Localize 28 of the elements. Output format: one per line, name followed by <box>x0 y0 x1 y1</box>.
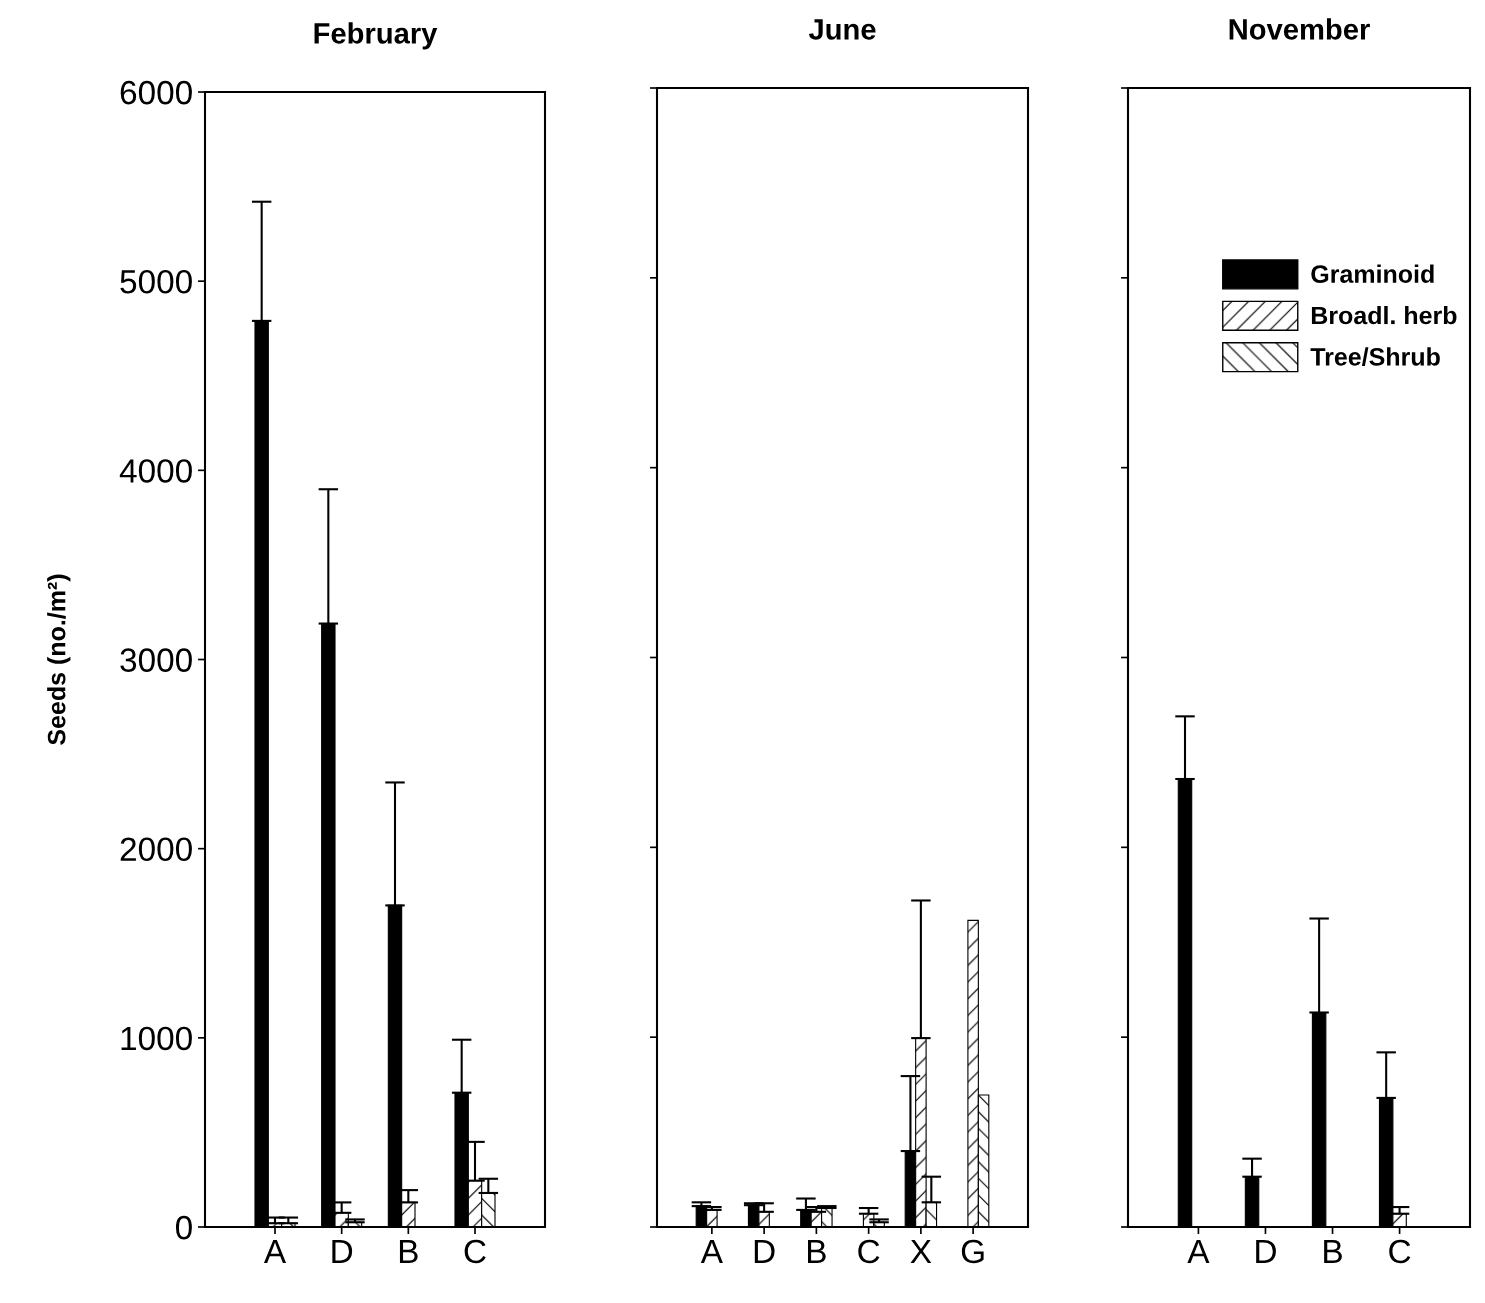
x-tick-label: C <box>464 1239 486 1264</box>
x-tick-label: B <box>807 1240 826 1263</box>
y-tick-label: 2000 <box>120 837 192 862</box>
y-tick-label: 4000 <box>119 459 192 483</box>
x-tick-label: X <box>910 1240 932 1263</box>
y-tick-label: 5000 <box>120 269 192 294</box>
chart-title: November <box>1229 18 1370 40</box>
x-tick-label: G <box>961 1239 984 1264</box>
chart-title: June <box>808 19 876 40</box>
y-tick-label: 1000 <box>121 1026 192 1051</box>
y-tick-label: 3000 <box>120 648 192 672</box>
x-tick-label: C <box>1389 1239 1411 1264</box>
x-tick-label: A <box>700 1240 723 1263</box>
chart-title: February <box>314 22 438 50</box>
x-tick-label: B <box>399 1240 418 1263</box>
x-tick-label: B <box>1324 1240 1342 1263</box>
x-tick-label: C <box>858 1239 880 1264</box>
x-tick-label: D <box>754 1240 775 1263</box>
x-tick-label: A <box>263 1240 287 1263</box>
y-tick-label: 0 <box>175 1215 192 1240</box>
legend-label: Tree/Shrub <box>1310 347 1440 366</box>
x-tick-label: A <box>1187 1240 1210 1263</box>
y-axis-title: Seeds (no./m²) <box>47 574 71 745</box>
x-tick-label: D <box>1256 1240 1276 1263</box>
legend-label: Broadl. herb <box>1311 305 1457 325</box>
legend-label: Graminoid <box>1311 264 1434 283</box>
y-tick-label: 6000 <box>120 80 192 105</box>
x-tick-label: D <box>332 1240 353 1263</box>
